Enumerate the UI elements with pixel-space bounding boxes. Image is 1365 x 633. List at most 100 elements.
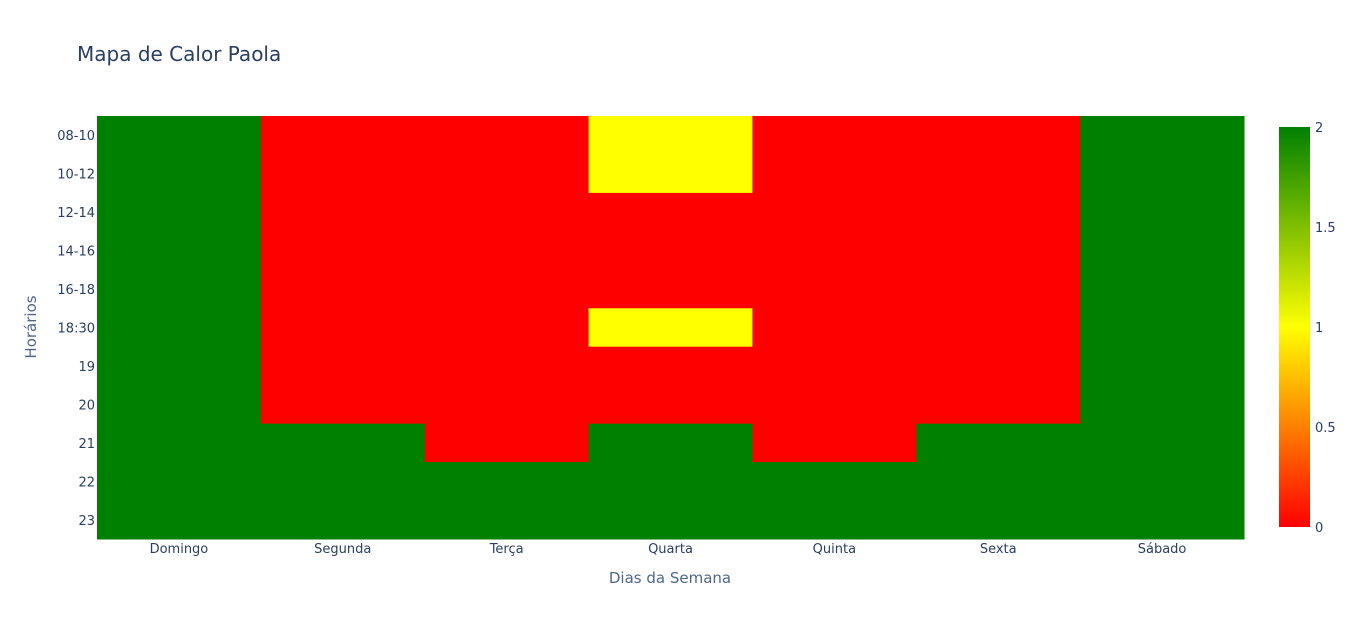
- heatmap-cell: [588, 346, 753, 386]
- y-tick-label: 23: [78, 514, 95, 529]
- heatmap-cell: [752, 423, 917, 463]
- y-tick-label: 19: [78, 360, 95, 375]
- heatmap-cell: [752, 269, 917, 309]
- heatmap-cell: [752, 192, 917, 232]
- heatmap-cell: [424, 192, 590, 232]
- heatmap-cell: [424, 231, 590, 271]
- heatmap-cell: [1080, 500, 1245, 540]
- heatmap-cell: [1080, 346, 1245, 386]
- x-axis-ticks: Domingo Segunda Terça Quarta Quinta Sexta Sába…: [150, 542, 1187, 557]
- heatmap-cell: [1080, 192, 1245, 232]
- y-tick-label: 16-18: [57, 283, 95, 298]
- x-tick-label: Sexta: [980, 542, 1017, 557]
- heatmap-cell: [424, 346, 590, 386]
- heatmap-cell: [752, 462, 917, 502]
- y-axis-title: Horários: [22, 295, 40, 358]
- colorbar-ticks: 0 0.5 1 1.5 2: [1315, 121, 1336, 536]
- heatmap-cell: [97, 500, 262, 540]
- heatmap-cell: [424, 154, 590, 194]
- x-tick-label: Terça: [489, 542, 524, 557]
- heatmap-cell: [97, 346, 262, 386]
- colorbar-tick-label: 1.5: [1315, 221, 1336, 236]
- x-axis-title: Dias da Semana: [609, 569, 731, 587]
- heatmap-cell: [424, 423, 590, 463]
- y-tick-label: 21: [78, 437, 95, 452]
- heatmap-cell: [1080, 154, 1245, 194]
- y-tick-label: 08-10: [57, 129, 95, 144]
- heatmap-cell: [588, 462, 753, 502]
- heatmap-cell: [752, 154, 917, 194]
- heatmap-cell: [588, 231, 753, 271]
- heatmap-cell: [97, 116, 262, 155]
- heatmap-cell: [424, 500, 590, 540]
- heatmap-cell: [916, 269, 1081, 309]
- heatmap-cell: [260, 231, 426, 271]
- heatmap-cell: [588, 269, 753, 309]
- heatmap-cell: [752, 500, 917, 540]
- heatmap-cell: [260, 500, 426, 540]
- heatmap-cell: [588, 192, 753, 232]
- x-tick-label: Segunda: [314, 542, 371, 557]
- heatmap-cell: [260, 385, 426, 425]
- heatmap-cell: [1080, 308, 1245, 348]
- heatmap-cell: [97, 385, 262, 425]
- heatmap-cell: [916, 192, 1081, 232]
- heatmap-cell: [752, 308, 917, 348]
- heatmap-cell: [916, 231, 1081, 271]
- x-tick-label: Quinta: [813, 542, 856, 557]
- heatmap-cell: [97, 154, 262, 194]
- colorbar-tick-label: 1: [1315, 321, 1323, 336]
- y-tick-label: 22: [78, 475, 95, 490]
- x-tick-label: Sábado: [1138, 542, 1187, 557]
- heatmap-cell: [1080, 116, 1245, 155]
- heatmap-cell: [916, 423, 1081, 463]
- heatmap-cell: [1080, 231, 1245, 271]
- heatmap-cell: [588, 423, 753, 463]
- heatmap-cell: [588, 385, 753, 425]
- chart-title: Mapa de Calor Paola: [77, 42, 281, 66]
- heatmap-cell: [260, 192, 426, 232]
- heatmap-cell: [97, 231, 262, 271]
- heatmap-cell: [916, 462, 1081, 502]
- y-axis-ticks: 08-10 10-12 12-14 14-16 16-18 18:30 19 20 21 22 23: [57, 129, 95, 529]
- colorbar: [1279, 127, 1310, 527]
- x-tick-label: Quarta: [648, 542, 693, 557]
- heatmap-cell: [916, 154, 1081, 194]
- heatmap-cell: [752, 116, 917, 155]
- heatmap-cell: [916, 308, 1081, 348]
- heatmap-cell: [97, 462, 262, 502]
- heatmap-cells: [97, 116, 1245, 540]
- heatmap-cell: [916, 346, 1081, 386]
- y-tick-label: 12-14: [57, 206, 95, 221]
- heatmap-cell: [424, 462, 590, 502]
- heatmap-cell: [260, 462, 426, 502]
- y-tick-label: 20: [78, 398, 95, 413]
- heatmap-cell: [260, 423, 426, 463]
- heatmap-cell: [260, 116, 426, 155]
- x-tick-label: Domingo: [150, 542, 209, 557]
- heatmap-cell: [424, 269, 590, 309]
- y-tick-label: 14-16: [57, 245, 95, 260]
- y-tick-label: 18:30: [58, 322, 95, 337]
- heatmap-cell: [1080, 385, 1245, 425]
- heatmap-cell: [752, 231, 917, 271]
- heatmap-cell: [97, 423, 262, 463]
- heatmap-cell: [916, 116, 1081, 155]
- heatmap-cell: [588, 116, 753, 155]
- colorbar-tick-label: 2: [1315, 121, 1323, 136]
- heatmap-cell: [260, 154, 426, 194]
- heatmap-cell: [752, 346, 917, 386]
- heatmap-cell: [1080, 462, 1245, 502]
- heatmap-cell: [424, 116, 590, 155]
- heatmap-cell: [424, 385, 590, 425]
- colorbar-tick-label: 0: [1315, 521, 1323, 536]
- y-tick-label: 10-12: [57, 168, 95, 183]
- heatmap-cell: [752, 385, 917, 425]
- heatmap-cell: [97, 269, 262, 309]
- heatmap-cell: [588, 500, 753, 540]
- heatmap-cell: [260, 269, 426, 309]
- heatmap-cell: [1080, 269, 1245, 309]
- heatmap-cell: [1080, 423, 1245, 463]
- heatmap-cell: [97, 308, 262, 348]
